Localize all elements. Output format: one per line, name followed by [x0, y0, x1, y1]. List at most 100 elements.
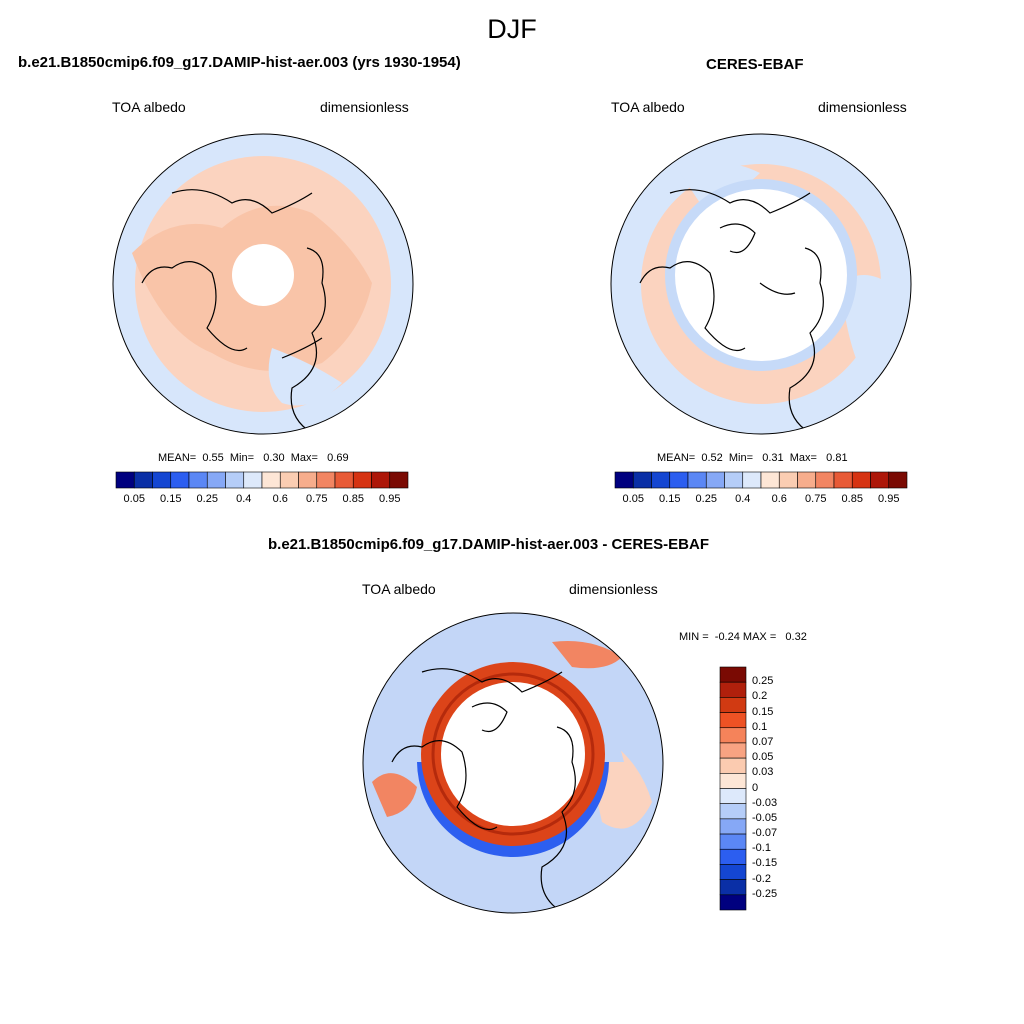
panel-3-colorbar-tick-label: 0.2 — [752, 690, 768, 703]
panel-2-colorbar-box — [651, 471, 671, 489]
panel-3-colorbar-box — [719, 833, 747, 850]
panel-3-colorbar-tick-label: 0.05 — [752, 751, 774, 764]
panel-3-colorbar-tick-label: -0.05 — [752, 811, 778, 824]
panel-1-polar-map — [112, 133, 414, 435]
panel-3-variable-label: TOA albedo — [362, 581, 436, 597]
panel-3-colorbar-tick-label: 0.25 — [752, 675, 774, 688]
panel-2-pole-hole — [675, 189, 847, 361]
panel-3-positive-patch — [372, 773, 417, 817]
panel-2-colorbar-box — [888, 471, 908, 489]
panel-1-colorbar-tick-label: 0.15 — [160, 493, 182, 505]
panel-3-colorbar-tick-label: -0.15 — [752, 857, 778, 870]
panel-2-colorbar-box — [833, 471, 853, 489]
panel-2-variable-label: TOA albedo — [611, 99, 685, 115]
panel-3-colorbar-box — [719, 864, 747, 880]
panel-1-colorbar-box — [298, 471, 318, 489]
panel-3-colorbar-tick-label: -0.03 — [752, 796, 778, 809]
panel-2-colorbar-box — [614, 471, 634, 489]
panel-3-positive-patch-2 — [552, 641, 622, 669]
panel-3-colorbar-tick-label: 0.07 — [752, 735, 774, 748]
panel-1-colorbar-tick-label: 0.6 — [272, 493, 288, 505]
panel-3-colorbar-tick-label: 0 — [752, 781, 759, 794]
panel-1-colorbar-box — [133, 471, 153, 489]
panel-2-blue-patch-2 — [680, 163, 760, 203]
panel-3-colorbar-box — [719, 727, 747, 744]
panel-3-colorbar-box — [719, 879, 747, 896]
panel-2-colorbar-box — [851, 471, 871, 489]
panel-1-colorbar-box — [115, 471, 135, 489]
panel-2-colorbar-tick-label: 0.05 — [622, 493, 644, 505]
panel-2-colorbar-box — [815, 471, 835, 489]
panel-2-colorbar-box — [669, 471, 689, 489]
panel-1-colorbar-box — [352, 471, 372, 489]
panel-2-colorbar-box — [742, 471, 762, 489]
panel-1-colorbar-box — [225, 471, 245, 489]
panel-2-colorbar-tick-label: 0.95 — [878, 493, 900, 505]
panel-2-colorbar-box — [724, 471, 744, 489]
panel-2-colorbar-box — [687, 471, 707, 489]
panel-1-colorbar-box — [279, 471, 299, 489]
panel-1-colorbar-tick-label: 0.05 — [123, 493, 145, 505]
panel-3-pole-hole — [441, 682, 585, 826]
panel-1-colorbar-box — [389, 471, 409, 489]
panel-1-colorbar-box — [261, 471, 281, 489]
panel-2-stats: MEAN= 0.52 Min= 0.31 Max= 0.81 — [657, 452, 848, 464]
panel-1-units-label: dimensionless — [320, 99, 409, 115]
panel-2-blue-patch — [840, 275, 902, 383]
panel-3-colorbar-box — [719, 894, 747, 911]
panel-1-blue-patch — [268, 348, 342, 406]
panel-2-colorbar-box — [797, 471, 817, 489]
panel-2-colorbar-box — [632, 471, 652, 489]
panel-3-colorbar-box — [719, 773, 747, 789]
panel-1-stats: MEAN= 0.55 Min= 0.30 Max= 0.69 — [158, 452, 349, 464]
panel-1-variable-label: TOA albedo — [112, 99, 186, 115]
panel-2-colorbar-box — [870, 471, 890, 489]
panel-2-colorbar-tick-label: 0.25 — [695, 493, 717, 505]
panel-3-colorbar — [719, 666, 747, 911]
panel-3-polar-map — [362, 612, 664, 914]
panel-1-colorbar-box — [206, 471, 226, 489]
panel-2-colorbar-tick-label: 0.85 — [841, 493, 863, 505]
panel-1-colorbar-tick-label: 0.75 — [306, 493, 328, 505]
panel-3-units-label: dimensionless — [569, 581, 658, 597]
panel-3-positive-ring-inner-line — [431, 672, 595, 836]
panel-3-colorbar-box — [719, 742, 747, 759]
panel-1-colorbar-box — [152, 471, 172, 489]
panel-2-coastline — [639, 189, 824, 434]
panel-3-colorbar-tick-label: 0.03 — [752, 766, 774, 779]
panel-2-colorbar-tick-label: 0.15 — [659, 493, 681, 505]
panel-2-units-label: dimensionless — [818, 99, 907, 115]
panel-3-colorbar-box — [719, 666, 747, 683]
panel-2-colorbar-box — [760, 471, 780, 489]
panel-3-coastline — [391, 668, 576, 913]
panel-1-colorbar-box — [170, 471, 190, 489]
panel-3-title: b.e21.B1850cmip6.f09_g17.DAMIP-hist-aer.… — [268, 536, 709, 553]
panel-1-colorbar-tick-label: 0.4 — [236, 493, 252, 505]
panel-1-colorbar-tick-label: 0.95 — [379, 493, 401, 505]
panel-3-colorbar-box — [719, 818, 747, 835]
panel-2-polar-map — [610, 133, 912, 435]
panel-2-title: CERES-EBAF — [706, 56, 804, 73]
panel-1-coastline — [141, 189, 326, 434]
panel-3-colorbar-box — [719, 757, 747, 774]
panel-3-colorbar-box — [719, 803, 747, 820]
panel-2-colorbar-tick-label: 0.75 — [805, 493, 827, 505]
panel-3-stats: MIN = -0.24 MAX = 0.32 — [679, 631, 807, 643]
panel-1-colorbar-box — [316, 471, 336, 489]
panel-2-colorbar — [614, 471, 908, 489]
panel-1-colorbar-tick-label: 0.25 — [196, 493, 218, 505]
panel-1-colorbar-box — [371, 471, 391, 489]
panel-1-colorbar-box — [334, 471, 354, 489]
panel-3-colorbar-box — [719, 697, 747, 713]
panel-3-colorbar-tick-label: -0.2 — [752, 872, 771, 885]
panel-3-colorbar-tick-label: 0.1 — [752, 720, 768, 733]
panel-2-colorbar-tick-label: 0.4 — [735, 493, 751, 505]
panel-2-colorbar-box — [705, 471, 725, 489]
panel-1-pole-hole — [232, 244, 294, 306]
panel-3-colorbar-tick-label: 0.15 — [752, 705, 774, 718]
panel-3-colorbar-box — [719, 681, 747, 698]
panel-3-colorbar-box — [719, 788, 747, 804]
panel-2-colorbar-tick-label: 0.6 — [771, 493, 787, 505]
panel-3-colorbar-box — [719, 848, 747, 865]
panel-3-colorbar-tick-label: -0.07 — [752, 827, 778, 840]
